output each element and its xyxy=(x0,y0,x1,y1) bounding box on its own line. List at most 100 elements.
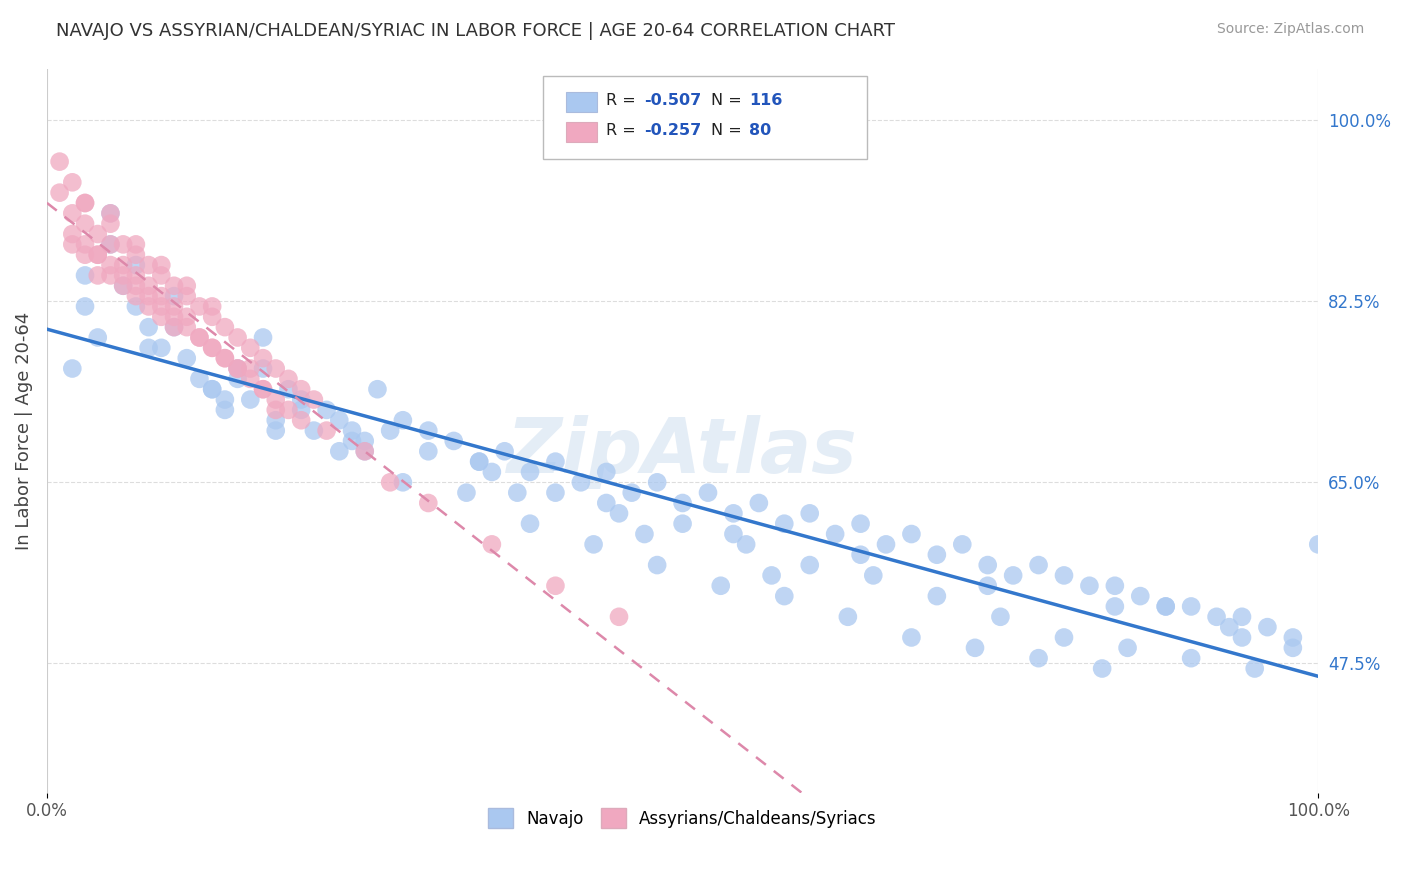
Point xyxy=(264,424,287,438)
Point xyxy=(176,351,198,366)
Point xyxy=(226,330,249,344)
Point xyxy=(977,558,1000,572)
Point xyxy=(176,310,198,324)
Point xyxy=(73,300,96,314)
Point xyxy=(1002,568,1025,582)
Point xyxy=(849,516,872,531)
Point xyxy=(138,278,160,293)
Point xyxy=(1282,631,1305,645)
Point xyxy=(112,237,135,252)
Point xyxy=(1243,661,1265,675)
Point xyxy=(214,403,236,417)
Point xyxy=(697,485,720,500)
Point xyxy=(112,268,135,283)
FancyBboxPatch shape xyxy=(565,92,598,112)
Point xyxy=(73,196,96,211)
Point xyxy=(290,403,312,417)
Point xyxy=(290,413,312,427)
Point xyxy=(163,300,186,314)
Y-axis label: In Labor Force | Age 20-64: In Labor Force | Age 20-64 xyxy=(15,311,32,549)
Point xyxy=(125,237,148,252)
FancyBboxPatch shape xyxy=(565,122,598,143)
Point xyxy=(150,258,173,272)
Point xyxy=(875,537,897,551)
Point xyxy=(138,300,160,314)
Point xyxy=(645,475,668,490)
Point xyxy=(214,320,236,334)
Point xyxy=(519,465,541,479)
Point xyxy=(264,361,287,376)
Point xyxy=(163,320,186,334)
Point xyxy=(239,361,262,376)
Point xyxy=(138,258,160,272)
Point xyxy=(1308,537,1330,551)
Text: R =: R = xyxy=(606,123,641,138)
Point xyxy=(112,258,135,272)
Point xyxy=(100,237,122,252)
Point xyxy=(302,424,325,438)
Point xyxy=(252,382,274,396)
Point xyxy=(1230,631,1253,645)
Point xyxy=(226,361,249,376)
Text: NAVAJO VS ASSYRIAN/CHALDEAN/SYRIAC IN LABOR FORCE | AGE 20-64 CORRELATION CHART: NAVAJO VS ASSYRIAN/CHALDEAN/SYRIAC IN LA… xyxy=(56,22,896,40)
Point xyxy=(125,289,148,303)
Point xyxy=(595,496,617,510)
Legend: Navajo, Assyrians/Chaldeans/Syriacs: Navajo, Assyrians/Chaldeans/Syriacs xyxy=(482,801,883,835)
Point xyxy=(900,527,922,541)
Point xyxy=(1129,589,1152,603)
Point xyxy=(150,300,173,314)
Point xyxy=(353,444,375,458)
Point xyxy=(468,455,491,469)
Text: Source: ZipAtlas.com: Source: ZipAtlas.com xyxy=(1216,22,1364,37)
Point xyxy=(315,403,337,417)
Point xyxy=(723,527,745,541)
Point xyxy=(73,248,96,262)
Point xyxy=(73,217,96,231)
Point xyxy=(87,227,110,241)
Point xyxy=(214,392,236,407)
Point xyxy=(125,268,148,283)
Point xyxy=(1180,599,1202,614)
Point xyxy=(494,444,516,458)
Point xyxy=(264,413,287,427)
Point xyxy=(201,382,224,396)
Point xyxy=(544,485,567,500)
Point xyxy=(100,237,122,252)
Point xyxy=(1154,599,1177,614)
Point xyxy=(418,496,440,510)
Point xyxy=(773,516,796,531)
Point xyxy=(392,413,415,427)
Point xyxy=(1091,661,1114,675)
Point xyxy=(799,506,821,520)
Point xyxy=(378,424,401,438)
Point xyxy=(849,548,872,562)
Text: -0.507: -0.507 xyxy=(644,93,702,108)
Point xyxy=(456,485,478,500)
Point xyxy=(328,444,350,458)
Point xyxy=(481,465,503,479)
Point xyxy=(73,196,96,211)
Point xyxy=(125,300,148,314)
Point xyxy=(950,537,973,551)
Point xyxy=(773,589,796,603)
Point xyxy=(214,351,236,366)
Point xyxy=(1205,609,1227,624)
Point xyxy=(277,382,299,396)
Point xyxy=(569,475,592,490)
Point xyxy=(418,424,440,438)
Point xyxy=(188,330,211,344)
Point xyxy=(87,248,110,262)
Point xyxy=(87,330,110,344)
Point xyxy=(73,268,96,283)
Point xyxy=(1078,579,1101,593)
Point xyxy=(125,258,148,272)
Point xyxy=(506,485,529,500)
Point xyxy=(163,289,186,303)
Point xyxy=(150,268,173,283)
Point xyxy=(977,579,1000,593)
FancyBboxPatch shape xyxy=(543,76,868,159)
Point xyxy=(264,403,287,417)
Point xyxy=(735,537,758,551)
Point xyxy=(990,609,1012,624)
Point xyxy=(328,413,350,427)
